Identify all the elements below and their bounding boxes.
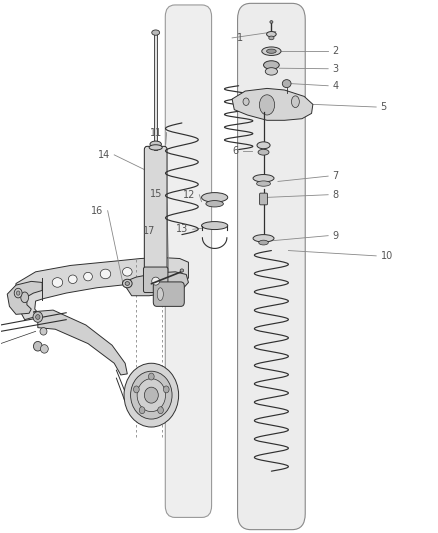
Text: 14: 14 [98, 150, 110, 160]
Text: 12: 12 [183, 190, 195, 200]
Ellipse shape [163, 386, 169, 393]
Ellipse shape [131, 371, 172, 419]
Ellipse shape [145, 387, 158, 403]
Text: 1: 1 [237, 33, 243, 43]
Text: 11: 11 [150, 127, 162, 138]
FancyBboxPatch shape [153, 282, 184, 306]
Text: 13: 13 [176, 224, 188, 235]
Ellipse shape [40, 328, 47, 335]
Ellipse shape [40, 345, 48, 353]
Text: 2: 2 [332, 46, 339, 56]
Ellipse shape [123, 279, 132, 288]
Ellipse shape [243, 98, 249, 106]
Polygon shape [232, 88, 313, 120]
Ellipse shape [14, 288, 22, 298]
Ellipse shape [201, 222, 228, 230]
Ellipse shape [158, 407, 163, 414]
Ellipse shape [21, 292, 28, 303]
Ellipse shape [16, 291, 20, 295]
Ellipse shape [148, 373, 154, 380]
Ellipse shape [100, 269, 111, 279]
Ellipse shape [201, 192, 228, 202]
Ellipse shape [267, 49, 276, 53]
Ellipse shape [258, 149, 269, 155]
Ellipse shape [124, 364, 179, 427]
FancyBboxPatch shape [144, 267, 168, 293]
Ellipse shape [134, 386, 139, 393]
Text: 8: 8 [332, 190, 339, 200]
Ellipse shape [52, 278, 63, 287]
Polygon shape [33, 310, 127, 375]
Ellipse shape [180, 269, 184, 272]
FancyBboxPatch shape [260, 193, 268, 205]
Ellipse shape [152, 277, 159, 285]
Ellipse shape [267, 31, 276, 37]
Ellipse shape [206, 200, 223, 207]
FancyBboxPatch shape [145, 147, 167, 275]
Ellipse shape [259, 240, 268, 245]
Ellipse shape [257, 181, 271, 186]
Ellipse shape [123, 268, 132, 276]
Ellipse shape [125, 281, 130, 285]
Ellipse shape [139, 407, 145, 414]
Polygon shape [16, 257, 188, 320]
Ellipse shape [265, 68, 278, 75]
Ellipse shape [35, 314, 40, 319]
Text: 15: 15 [150, 189, 162, 199]
Ellipse shape [152, 30, 159, 35]
Text: 7: 7 [332, 171, 339, 181]
Text: 17: 17 [143, 227, 155, 237]
Ellipse shape [257, 142, 270, 149]
FancyBboxPatch shape [165, 5, 212, 518]
Polygon shape [7, 281, 42, 314]
Ellipse shape [269, 36, 274, 40]
Ellipse shape [33, 312, 42, 322]
Ellipse shape [84, 272, 92, 281]
Ellipse shape [33, 342, 42, 351]
Ellipse shape [264, 61, 279, 69]
Ellipse shape [270, 21, 273, 23]
Ellipse shape [259, 95, 275, 115]
Text: 4: 4 [332, 81, 339, 91]
Ellipse shape [253, 174, 274, 182]
Ellipse shape [283, 79, 291, 87]
Ellipse shape [157, 288, 163, 301]
Text: 10: 10 [381, 251, 393, 261]
Text: 3: 3 [332, 64, 339, 74]
FancyBboxPatch shape [237, 3, 305, 530]
Ellipse shape [68, 275, 77, 284]
Polygon shape [123, 272, 188, 296]
Bar [154, 33, 157, 150]
Ellipse shape [262, 47, 281, 55]
Ellipse shape [137, 378, 166, 411]
Text: 5: 5 [381, 102, 387, 112]
Ellipse shape [253, 235, 274, 242]
Text: 6: 6 [233, 146, 239, 156]
Ellipse shape [291, 96, 299, 108]
Text: 9: 9 [332, 231, 339, 241]
Text: 16: 16 [91, 206, 103, 216]
Ellipse shape [149, 145, 162, 150]
Ellipse shape [150, 141, 161, 148]
